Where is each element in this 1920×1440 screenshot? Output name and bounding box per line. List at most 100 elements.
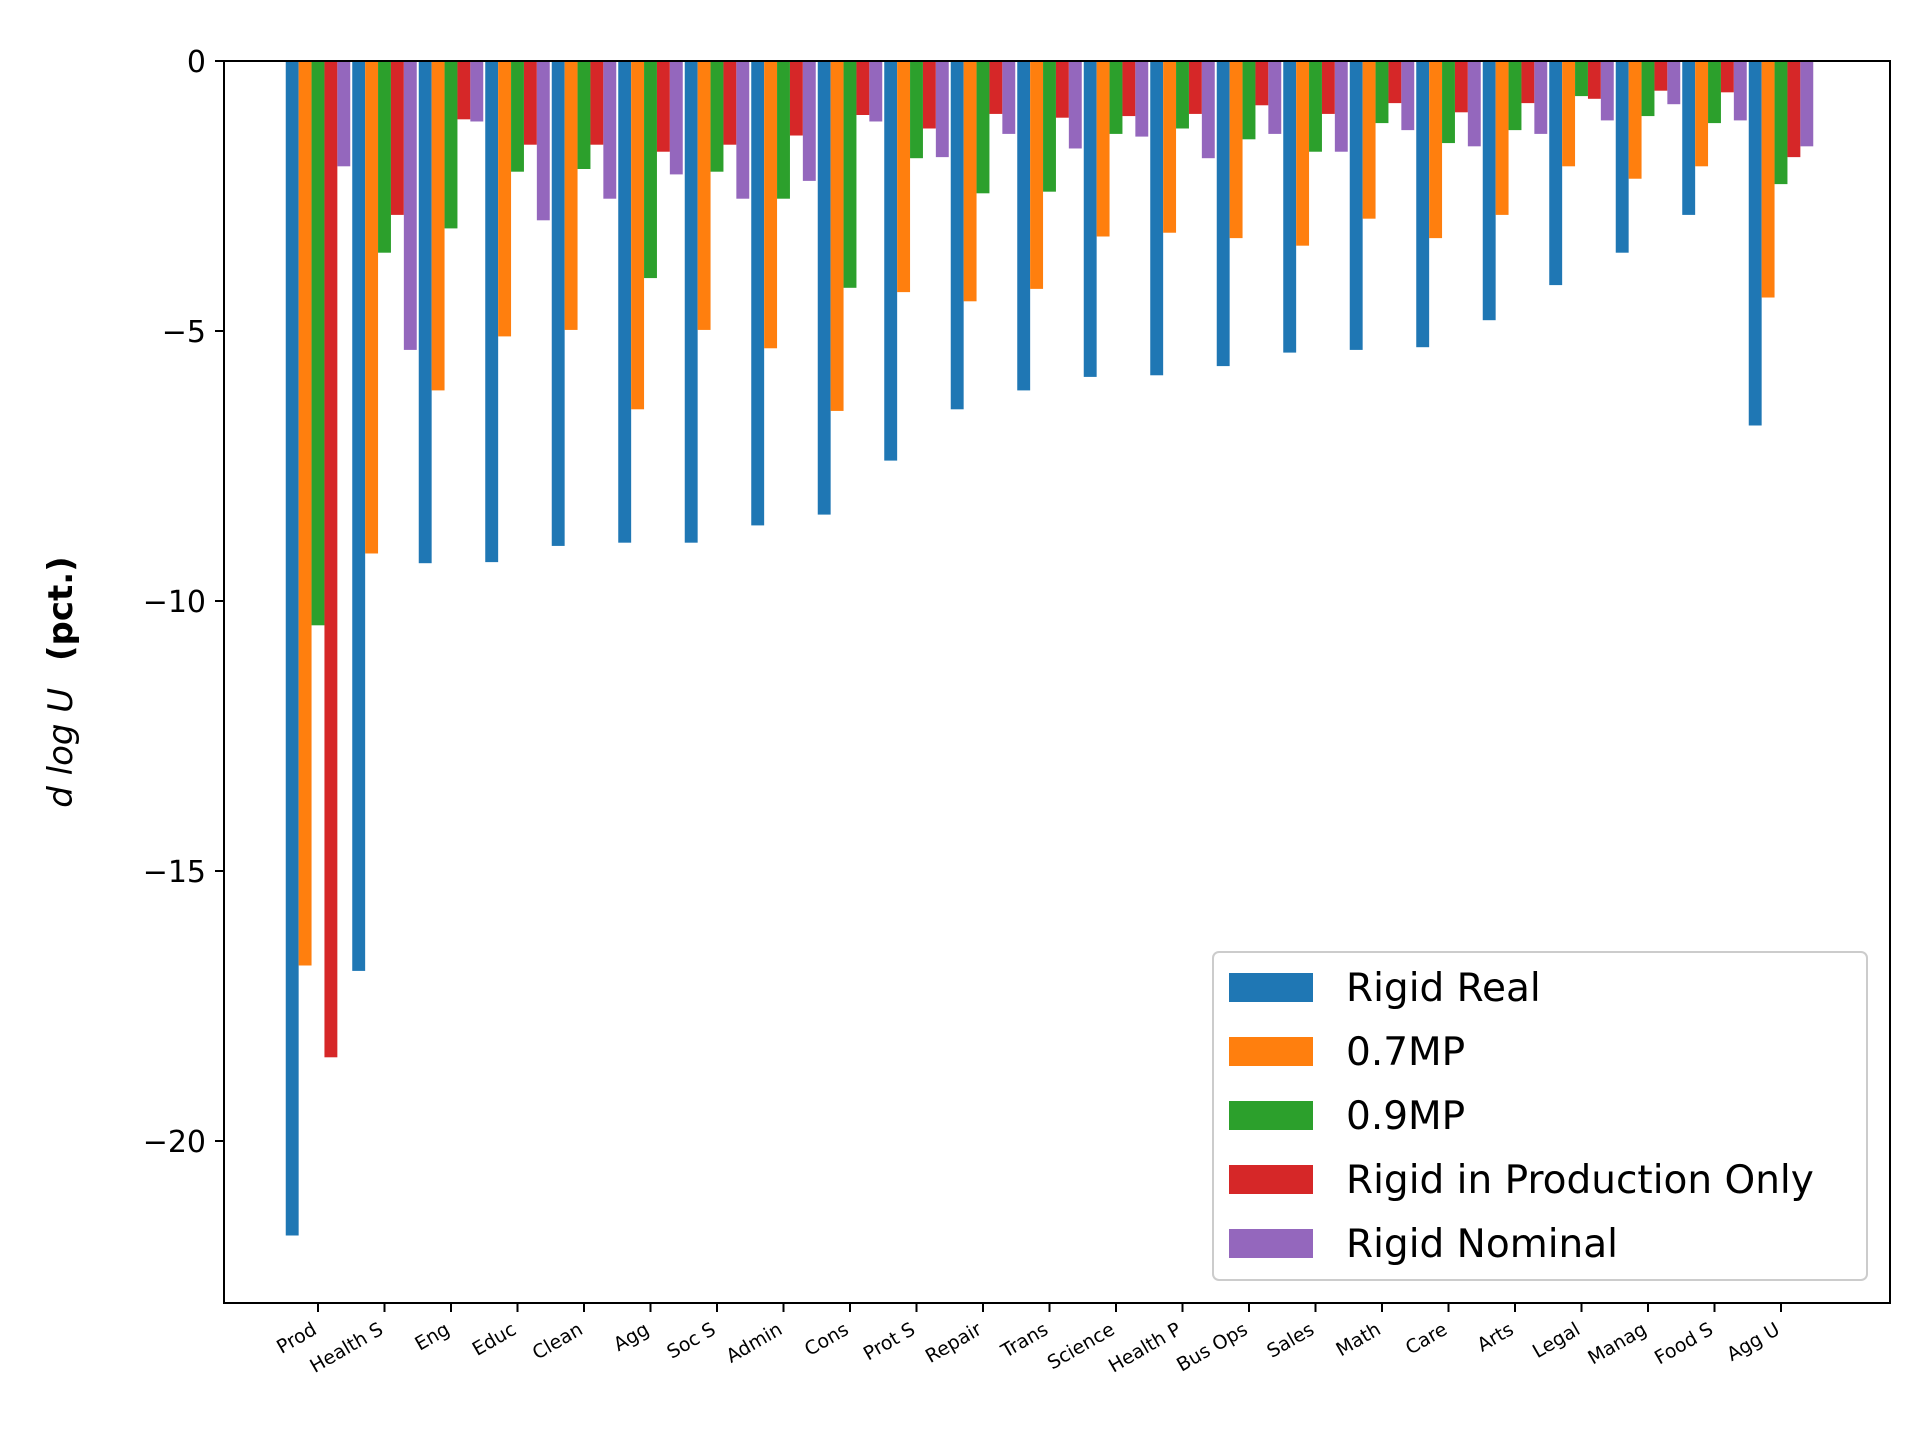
bar-rigid-real-arts xyxy=(1482,61,1496,321)
bar-0-9mp-eng xyxy=(444,61,458,229)
bar-rigid-in-production-only-arts xyxy=(1521,61,1535,104)
bar-rigid-in-production-only-agg xyxy=(656,61,670,152)
bar-0-9mp-sales xyxy=(1309,61,1322,152)
bar-rigid-in-production-only-eng xyxy=(457,61,471,120)
bar-rigid-in-production-only-prod xyxy=(324,61,338,1058)
legend-label: Rigid Real xyxy=(1346,966,1541,1011)
bar-rigid-nominal-science xyxy=(1135,61,1149,137)
plot-frame xyxy=(223,60,1891,1304)
bar-rigid-nominal-bus-ops xyxy=(1268,61,1282,134)
bar-0-7mp-prod xyxy=(298,61,312,966)
bar-rigid-real-educ xyxy=(485,61,499,563)
y-axis: 0 −5 −10 −15 −20 xyxy=(143,45,224,1160)
bar-0-7mp-cons xyxy=(830,61,844,411)
bar-rigid-nominal-prod xyxy=(337,61,351,167)
bar-0-9mp-health-s xyxy=(378,61,391,253)
bar-rigid-in-production-only-bus-ops xyxy=(1255,61,1269,106)
bar-0-9mp-health-p xyxy=(1176,61,1189,129)
bar-0-9mp-math xyxy=(1375,61,1389,124)
bar-rigid-in-production-only-manag xyxy=(1654,61,1668,91)
bar-rigid-real-bus-ops xyxy=(1216,61,1230,367)
bar-rigid-in-production-only-sales xyxy=(1321,61,1335,114)
bar-0-9mp-bus-ops xyxy=(1242,61,1256,140)
legend-swatch xyxy=(1229,1101,1313,1130)
bar-0-7mp-repair xyxy=(963,61,977,302)
bar-rigid-real-agg xyxy=(618,61,632,543)
bar-rigid-real-trans xyxy=(1017,61,1031,391)
bar-0-9mp-clean xyxy=(577,61,591,169)
bar-rigid-in-production-only-soc-s xyxy=(723,61,737,145)
legend-swatch xyxy=(1229,1229,1313,1258)
bar-rigid-in-production-only-educ xyxy=(523,61,537,145)
bar-rigid-nominal-repair xyxy=(1002,61,1016,134)
bars-layer xyxy=(285,61,1814,1236)
y-axis-label-var: d log U xyxy=(41,688,81,808)
bar-rigid-real-cons xyxy=(817,61,831,515)
bar-rigid-nominal-eng xyxy=(470,61,484,122)
bar-0-7mp-admin xyxy=(764,61,778,349)
bar-0-9mp-legal xyxy=(1575,61,1588,97)
bar-0-7mp-legal xyxy=(1562,61,1576,167)
bar-0-9mp-agg-u xyxy=(1774,61,1788,185)
bar-rigid-nominal-legal xyxy=(1600,61,1614,121)
bar-0-7mp-trans xyxy=(1030,61,1044,289)
bar-rigid-real-eng xyxy=(418,61,432,564)
bar-rigid-nominal-arts xyxy=(1534,61,1548,134)
y-axis-label-unit: (pct.) xyxy=(41,556,81,661)
bar-rigid-nominal-educ xyxy=(536,61,550,221)
bar-rigid-in-production-only-clean xyxy=(590,61,604,145)
bar-rigid-nominal-soc-s xyxy=(736,61,750,199)
legend-label: Rigid in Production Only xyxy=(1346,1158,1814,1203)
bar-0-7mp-manag xyxy=(1628,61,1642,179)
bar-rigid-real-admin xyxy=(751,61,765,526)
bar-rigid-real-food-s xyxy=(1682,61,1696,215)
bar-rigid-real-soc-s xyxy=(684,61,698,543)
bar-rigid-in-production-only-prot-s xyxy=(922,61,936,129)
bar-rigid-real-manag xyxy=(1615,61,1629,253)
y-tick-label: −10 xyxy=(143,585,206,620)
bar-0-9mp-soc-s xyxy=(710,61,724,172)
bar-0-9mp-trans xyxy=(1043,61,1056,192)
bar-rigid-real-math xyxy=(1349,61,1363,350)
bar-rigid-in-production-only-repair xyxy=(989,61,1003,114)
bar-0-9mp-educ xyxy=(511,61,524,172)
bar-rigid-nominal-math xyxy=(1401,61,1415,131)
bar-rigid-nominal-sales xyxy=(1334,61,1348,152)
bar-0-9mp-admin xyxy=(777,61,790,199)
bar-0-9mp-science xyxy=(1109,61,1123,134)
bar-rigid-in-production-only-math xyxy=(1388,61,1402,104)
y-tick-label: 0 xyxy=(187,45,206,80)
bar-rigid-real-prot-s xyxy=(884,61,898,461)
legend-swatch xyxy=(1229,973,1313,1002)
bar-rigid-in-production-only-health-p xyxy=(1188,61,1202,114)
bar-rigid-in-production-only-cons xyxy=(856,61,870,115)
bar-rigid-nominal-agg xyxy=(669,61,683,175)
bar-rigid-nominal-care xyxy=(1467,61,1481,147)
bar-0-9mp-care xyxy=(1442,61,1455,144)
bar-0-9mp-food-s xyxy=(1708,61,1721,124)
bar-rigid-in-production-only-legal xyxy=(1587,61,1601,99)
bar-0-7mp-eng xyxy=(431,61,445,391)
bar-rigid-real-sales xyxy=(1283,61,1297,353)
y-axis-label: d log U (pct.) xyxy=(41,556,81,807)
bar-0-7mp-science xyxy=(1096,61,1110,237)
bar-rigid-nominal-agg-u xyxy=(1800,61,1814,147)
bar-0-7mp-clean xyxy=(564,61,578,330)
bar-0-7mp-prot-s xyxy=(897,61,911,293)
legend-frame xyxy=(1212,951,1868,1281)
bar-0-9mp-arts xyxy=(1508,61,1522,131)
y-tick-label: −5 xyxy=(162,315,206,350)
bar-0-9mp-cons xyxy=(843,61,857,288)
bar-0-7mp-food-s xyxy=(1695,61,1709,167)
bar-rigid-real-prod xyxy=(285,61,299,1236)
bar-rigid-real-repair xyxy=(950,61,964,410)
bar-0-7mp-math xyxy=(1362,61,1376,219)
bar-rigid-real-agg-u xyxy=(1748,61,1762,426)
bar-0-7mp-health-s xyxy=(365,61,379,554)
bar-rigid-real-clean xyxy=(551,61,565,546)
bar-rigid-nominal-food-s xyxy=(1733,61,1747,121)
bar-rigid-nominal-trans xyxy=(1068,61,1082,149)
legend-swatch xyxy=(1229,1165,1313,1194)
bar-rigid-in-production-only-health-s xyxy=(390,61,404,215)
